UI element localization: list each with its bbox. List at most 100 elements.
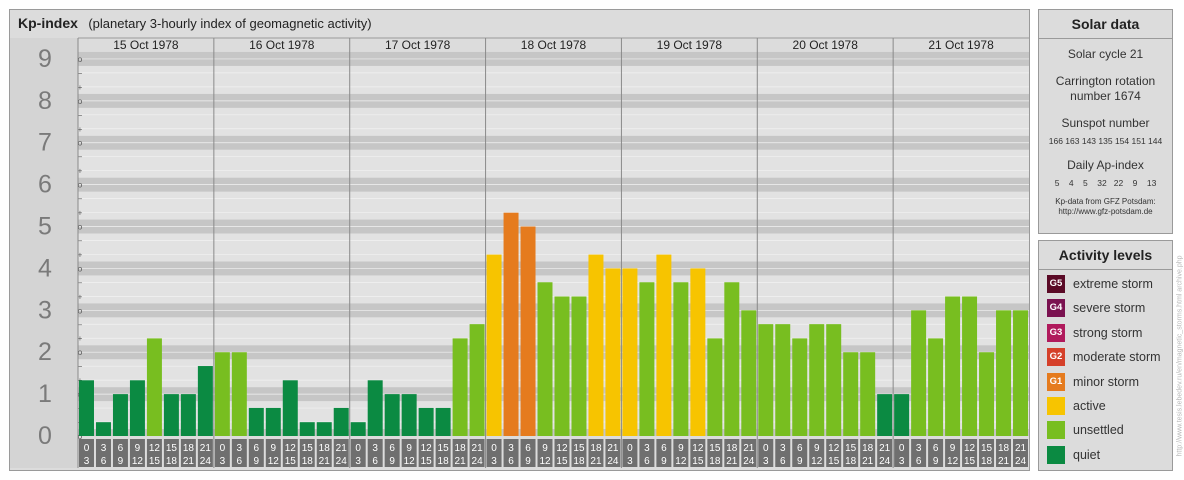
hour-interval-cell (95, 439, 111, 467)
hour-interval-cell (231, 439, 247, 467)
hour-end-label: 15 (149, 456, 161, 467)
kp-bar (911, 310, 927, 436)
kp-chart: 0123456789o+−o+−o+−o+−o+−o+−o+−o+−o+−o15… (10, 37, 1029, 468)
hour-end-label: 21 (726, 456, 738, 467)
hour-start-label: 9 (271, 443, 277, 454)
y-subtick-label: o (78, 432, 83, 441)
y-subtick-label: + (78, 250, 83, 259)
hour-end-label: 6 (372, 456, 378, 467)
legend-label: moderate storm (1073, 350, 1161, 365)
hour-end-label: 18 (981, 456, 993, 467)
grid-band-light (78, 275, 1029, 304)
kp-bar (996, 310, 1012, 436)
activity-levels-panel: Activity levels G5 extreme storm G4 severe … (1038, 240, 1173, 471)
y-tick-label: 3 (38, 296, 52, 324)
y-subtick-label: − (78, 69, 83, 78)
hour-end-label: 24 (200, 456, 212, 467)
hour-interval-cell (1013, 439, 1028, 467)
grid-band-light (78, 317, 1029, 346)
hour-end-label: 9 (389, 456, 395, 467)
carrington-line-2: number 1674 (1070, 89, 1141, 103)
kp-bar (588, 254, 604, 436)
kp-chart-panel: 0123456789o+−o+−o+−o+−o+−o+−o+−o+−o+−o15… (9, 9, 1030, 471)
legend-swatch: G3 (1047, 323, 1065, 342)
hour-interval-cell (537, 439, 553, 467)
hour-interval-cell (588, 439, 604, 467)
kp-bar (367, 380, 383, 436)
hour-end-label: 21 (183, 456, 195, 467)
carrington-line-1: Carrington rotation (1055, 74, 1156, 88)
hour-interval-cell (367, 439, 383, 467)
hour-interval-cell (554, 439, 570, 467)
hour-start-label: 6 (254, 443, 260, 454)
hour-end-label: 3 (355, 456, 361, 467)
y-subtick-label: + (78, 125, 83, 134)
kp-bar (979, 352, 995, 436)
hour-end-label: 9 (254, 456, 260, 467)
hour-start-label: 12 (828, 443, 840, 454)
hour-end-label: 18 (438, 456, 450, 467)
day-label: 15 Oct 1978 (113, 38, 179, 52)
hour-interval-cell (571, 439, 587, 467)
legend-label: quiet (1073, 447, 1101, 462)
kp-bar (537, 282, 553, 436)
hour-end-label: 18 (166, 456, 178, 467)
hour-start-label: 3 (372, 443, 378, 454)
hour-start-label: 15 (302, 443, 314, 454)
y-subtick-label: − (78, 153, 83, 162)
y-subtick-label: + (78, 83, 83, 92)
hour-end-label: 12 (268, 456, 280, 467)
hour-start-label: 9 (950, 443, 956, 454)
hour-end-label: 12 (811, 456, 823, 467)
hour-end-label: 9 (525, 456, 531, 467)
sunspot-values: 166 163 143 135 154 151 144 (1048, 136, 1163, 146)
kp-bar (231, 352, 247, 436)
solar-data-heading: Solar data (1039, 10, 1172, 39)
chart-title: Kp-index (18, 15, 78, 31)
kp-bar (265, 407, 281, 436)
y-tick-label: 8 (38, 87, 52, 115)
hour-start-label: 15 (981, 443, 993, 454)
hour-interval-cell (418, 439, 434, 467)
hour-end-label: 9 (933, 456, 939, 467)
legend-label: active (1073, 399, 1106, 413)
y-subtick-label: − (78, 362, 83, 371)
hour-end-label: 15 (964, 456, 976, 467)
hour-interval-cell (469, 439, 485, 467)
hour-start-label: 15 (709, 443, 721, 454)
y-subtick-label: o (78, 264, 83, 273)
kp-bar (418, 407, 434, 436)
kp-bar (571, 296, 587, 436)
kp-bar (214, 352, 230, 436)
hour-interval-cell (605, 439, 621, 467)
hour-end-label: 18 (709, 456, 721, 467)
y-subtick-label: o (78, 139, 83, 148)
legend-swatch (1047, 397, 1065, 415)
hour-end-label: 24 (472, 456, 484, 467)
hour-interval-cell (282, 439, 298, 467)
hour-end-label: 9 (797, 456, 803, 467)
hour-end-label: 21 (455, 456, 467, 467)
kp-bar (894, 394, 910, 436)
day-label: 18 Oct 1978 (521, 38, 587, 52)
hour-interval-cell (639, 439, 655, 467)
kp-bar (724, 282, 740, 436)
kp-bar (79, 380, 94, 436)
kp-credit-line-1: Kp-data from GFZ Potsdam: (1055, 197, 1156, 206)
hour-start-label: 6 (797, 443, 803, 454)
hour-end-label: 6 (780, 456, 786, 467)
y-subtick-label: + (78, 209, 83, 218)
hour-start-label: 18 (183, 443, 195, 454)
kp-bar (401, 394, 417, 436)
hour-start-label: 0 (220, 443, 226, 454)
day-label: 17 Oct 1978 (385, 38, 451, 52)
vertical-credit-text: http://www.tesis.lebedev.ru/en/magnetic_… (1176, 255, 1184, 457)
legend-label: minor storm (1073, 374, 1139, 389)
hour-interval-cell (435, 439, 451, 467)
hour-interval-cell (333, 439, 349, 467)
kp-bar (554, 296, 570, 436)
hour-end-label: 3 (84, 456, 90, 467)
y-subtick-label: o (78, 97, 83, 106)
hour-interval-cell (792, 439, 808, 467)
day-label: 19 Oct 1978 (657, 38, 723, 52)
